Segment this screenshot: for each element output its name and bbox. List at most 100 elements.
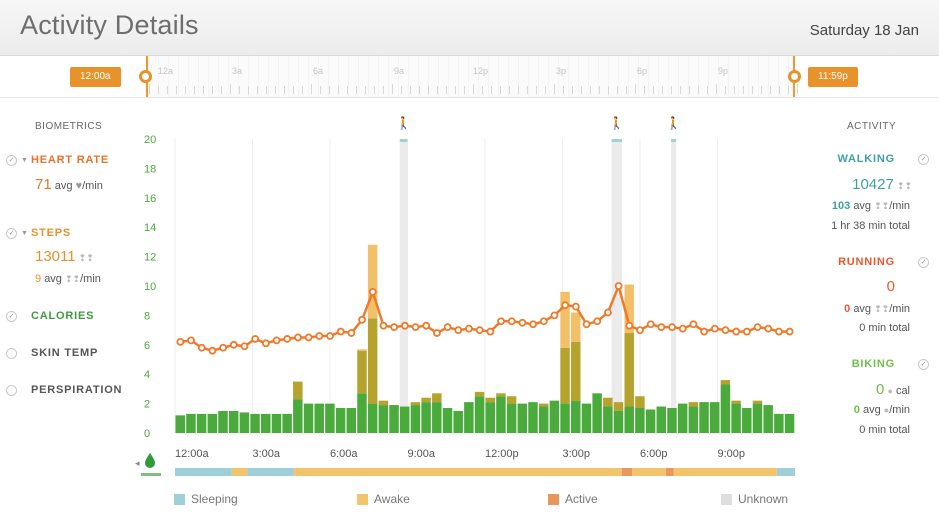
drop-icon: ● bbox=[883, 405, 890, 415]
time-range-scrubber[interactable]: 12a 3a 6a 9a 12p 3p 6p 9p 12:00a 11:59p bbox=[0, 56, 939, 98]
biking-value: 0 bbox=[876, 381, 885, 398]
heart-rate-point bbox=[454, 326, 463, 335]
steps-avg-value: 9 bbox=[35, 273, 42, 285]
timeline-tick bbox=[419, 86, 420, 94]
heart-rate-point bbox=[422, 321, 431, 330]
heart-rate-point bbox=[678, 324, 687, 333]
running-value: 0 bbox=[886, 278, 895, 295]
running-label: RUNNING bbox=[838, 256, 895, 268]
chart-bar bbox=[378, 400, 389, 406]
perspiration-toggle[interactable]: PERSPIRATION bbox=[6, 382, 122, 398]
steps-toggle[interactable]: ✓ ▼ STEPS bbox=[6, 225, 71, 241]
calories-toggle[interactable]: ✓ CALORIES bbox=[6, 308, 94, 324]
timeline-tick bbox=[797, 84, 798, 94]
chart-bar bbox=[677, 403, 688, 433]
chart-bar bbox=[560, 347, 570, 404]
chart-bar bbox=[603, 397, 613, 407]
chart-bar bbox=[314, 403, 324, 433]
walking-avg-unit: avg bbox=[853, 200, 872, 212]
timeline-tick bbox=[212, 86, 213, 94]
empty-circle-icon[interactable] bbox=[6, 347, 17, 359]
y-tick-label: 12 bbox=[144, 252, 156, 264]
timeline-tick bbox=[653, 86, 654, 94]
start-drag-knob[interactable] bbox=[139, 70, 152, 83]
chart-bar bbox=[752, 403, 763, 433]
chart-bar bbox=[571, 400, 581, 433]
x-tick-label: 6:00p bbox=[640, 448, 668, 460]
end-drag-knob[interactable] bbox=[788, 70, 801, 83]
day-strip-segment bbox=[665, 468, 674, 476]
heart-rate-toggle[interactable]: ✓ ▼ HEART RATE bbox=[6, 152, 109, 168]
timeline-tick bbox=[626, 86, 627, 94]
chart-bar bbox=[538, 406, 549, 433]
activity-chart: 🚶 🚶 🚶 0 2 4 6 8 10 12 14 16 18 20 12:00a 3:00a 6:00a 9:… bbox=[135, 116, 795, 476]
heart-rate-point bbox=[272, 336, 281, 345]
chart-bar bbox=[742, 408, 752, 433]
timeline-tick bbox=[428, 86, 429, 94]
skin-temp-toggle[interactable]: SKIN TEMP bbox=[6, 345, 98, 361]
timeline-tick bbox=[455, 86, 456, 94]
timeline-hour-label: 12a bbox=[158, 66, 174, 76]
timeline-tick bbox=[734, 86, 735, 94]
biometrics-heading: BIOMETRICS bbox=[35, 121, 103, 132]
check-circle-icon[interactable]: ✓ bbox=[6, 154, 17, 166]
selected-time-range[interactable] bbox=[146, 56, 795, 97]
walking-value: 10427 bbox=[852, 176, 894, 193]
legend-swatch bbox=[174, 493, 185, 505]
timeline-tick bbox=[230, 84, 231, 94]
chart-bar bbox=[325, 403, 335, 433]
timeline-tick bbox=[239, 86, 240, 94]
heart-rate-point bbox=[764, 324, 773, 333]
heart-rate-point bbox=[721, 326, 730, 335]
heart-rate-label: HEART RATE bbox=[31, 154, 110, 166]
chart-bar bbox=[389, 405, 399, 433]
chart-bar bbox=[528, 402, 538, 433]
running-check-icon[interactable]: ✓ bbox=[918, 257, 929, 268]
heart-rate-point bbox=[390, 323, 399, 332]
walking-check-icon[interactable]: ✓ bbox=[918, 154, 929, 165]
caret-down-icon[interactable]: ▼ bbox=[21, 156, 28, 164]
chart-bar bbox=[571, 341, 581, 401]
start-time-handle[interactable]: 12:00a bbox=[70, 67, 121, 87]
y-tick-label: 14 bbox=[144, 222, 156, 234]
heart-rate-line bbox=[176, 282, 794, 355]
chart-bar bbox=[538, 403, 549, 407]
chart-bar bbox=[228, 410, 239, 433]
timeline-tick bbox=[257, 86, 258, 94]
heart-rate-point bbox=[785, 327, 794, 336]
chart-bar bbox=[571, 312, 581, 342]
biking-total: 0 min total bbox=[859, 424, 910, 436]
timeline-tick bbox=[338, 86, 339, 94]
running-avg-per: /min bbox=[889, 303, 910, 315]
steps-label: STEPS bbox=[31, 227, 72, 239]
timeline-hour-label: 3a bbox=[232, 66, 243, 76]
chart-bar bbox=[293, 399, 303, 433]
heart-rate-point bbox=[518, 318, 527, 327]
check-circle-icon[interactable]: ✓ bbox=[6, 227, 17, 239]
heart-rate-point bbox=[304, 333, 313, 342]
chart-bar bbox=[357, 393, 367, 433]
heart-rate-point bbox=[561, 301, 570, 310]
heart-rate-point bbox=[486, 327, 495, 336]
timeline-tick bbox=[554, 84, 555, 94]
walking-avg: 103 avg ❢❢/min bbox=[832, 200, 910, 212]
check-circle-icon[interactable]: ✓ bbox=[6, 310, 17, 322]
heart-rate-point bbox=[593, 317, 602, 326]
timeline-tick bbox=[464, 86, 465, 94]
chart-bar bbox=[699, 402, 709, 433]
biking-check-icon[interactable]: ✓ bbox=[918, 359, 929, 370]
heart-rate-point bbox=[443, 323, 452, 332]
heart-rate-point bbox=[219, 343, 228, 352]
day-strip-segment bbox=[673, 468, 777, 476]
end-time-handle[interactable]: 11:59p bbox=[808, 67, 858, 87]
scroll-left-icon[interactable]: ◂ bbox=[135, 459, 140, 469]
caret-down-icon[interactable]: ▼ bbox=[21, 229, 28, 237]
timeline-tick bbox=[671, 86, 672, 94]
empty-circle-icon[interactable] bbox=[6, 384, 17, 396]
chart-bar bbox=[207, 413, 218, 433]
timeline-tick bbox=[608, 86, 609, 94]
timeline-tick bbox=[572, 86, 573, 94]
y-tick-label: 4 bbox=[144, 369, 150, 381]
drop-underline bbox=[141, 473, 161, 476]
timeline-tick bbox=[518, 86, 519, 94]
